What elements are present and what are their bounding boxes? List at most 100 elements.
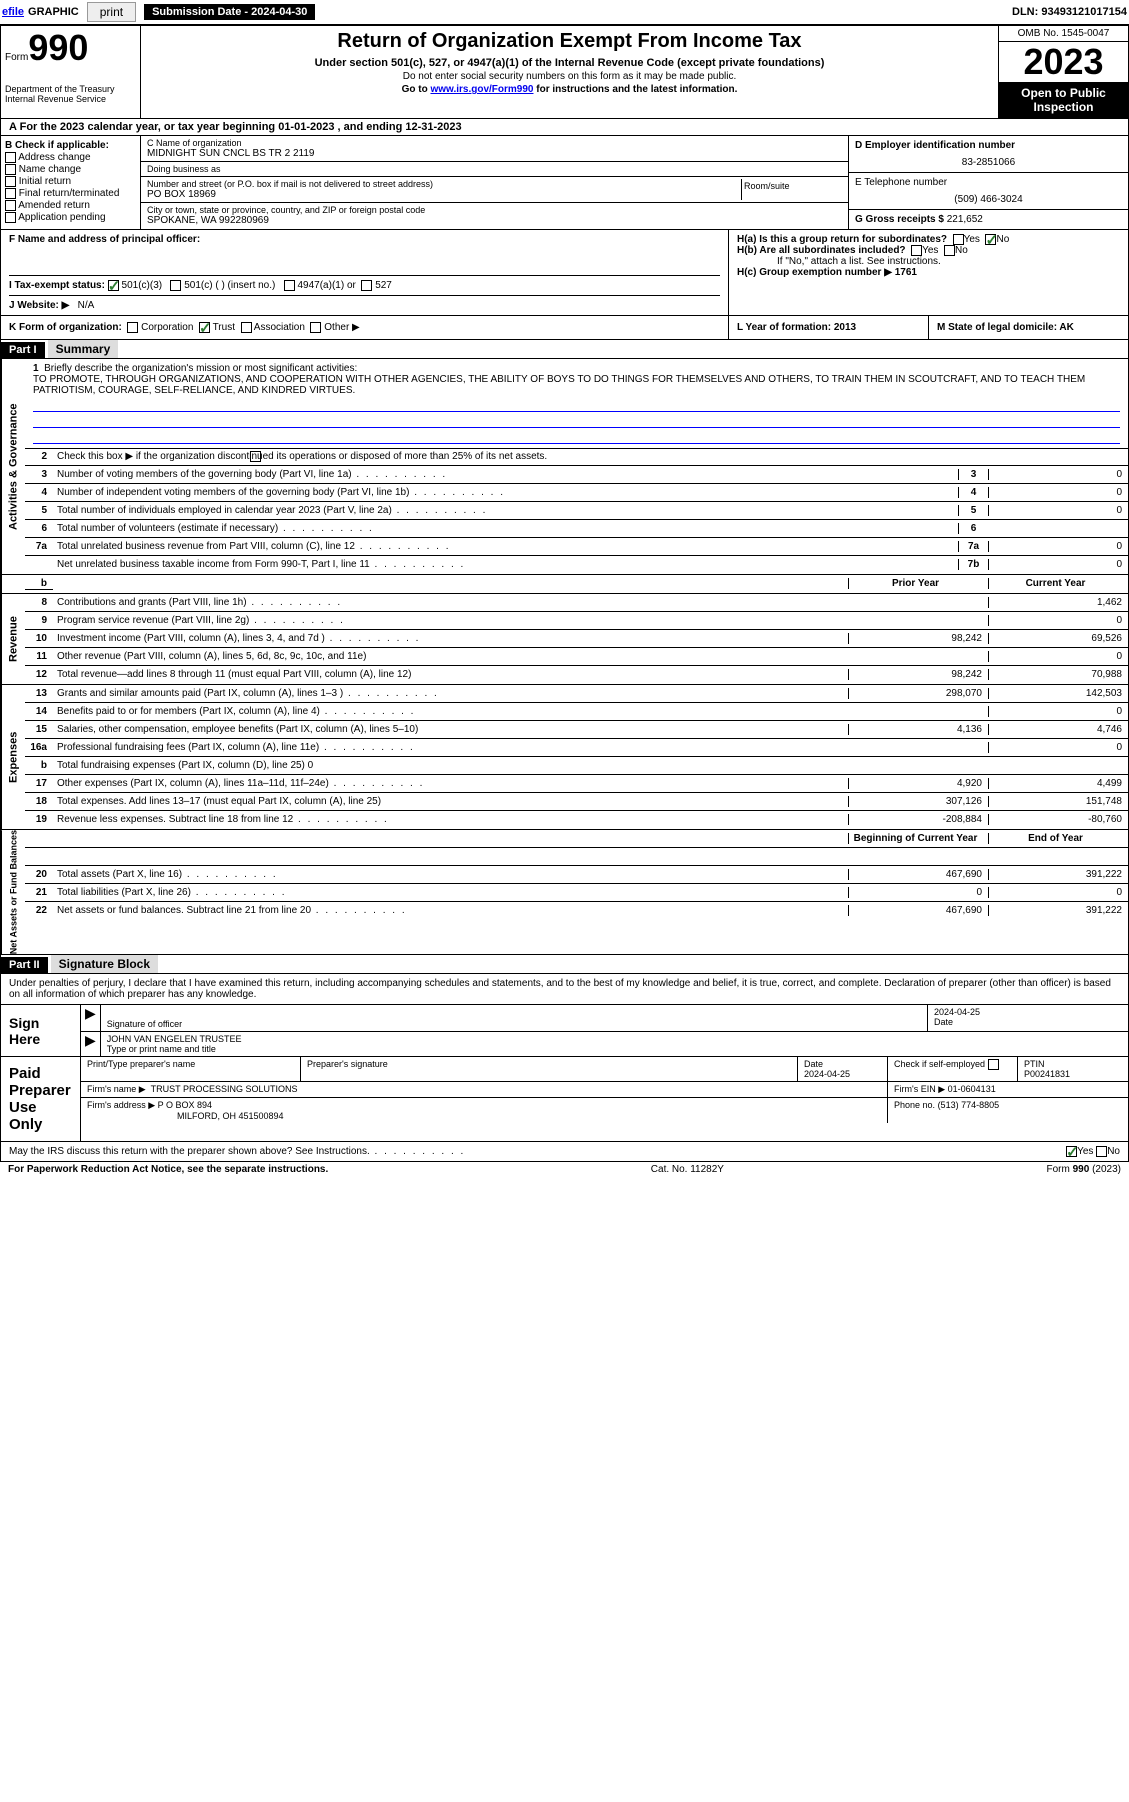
k-label: K Form of organization: [9, 322, 122, 333]
ha-yes-checkbox[interactable] [953, 234, 964, 245]
omb-number: OMB No. 1545-0047 [999, 26, 1128, 42]
addr-change-checkbox[interactable] [5, 152, 16, 163]
l8-text: Contributions and grants (Part VIII, lin… [53, 595, 848, 610]
sig-date-label: Date [934, 1017, 1122, 1027]
submission-date-label: Submission Date - 2024-04-30 [144, 4, 315, 20]
l13-curr: 142,503 [988, 688, 1128, 699]
irs-link[interactable]: www.irs.gov/Form990 [430, 84, 533, 95]
assoc-checkbox[interactable] [241, 322, 252, 333]
sig-date-val: 2024-04-25 [934, 1007, 1122, 1017]
ha-label: H(a) Is this a group return for subordin… [737, 234, 947, 245]
signature-section: Under penalties of perjury, I declare th… [0, 974, 1129, 1162]
l21-prior: 0 [848, 887, 988, 898]
efile-link[interactable]: efile [2, 6, 24, 18]
l13-prior: 298,070 [848, 688, 988, 699]
501c3-checkbox[interactable] [108, 280, 119, 291]
header-right: OMB No. 1545-0047 2023 Open to Public In… [998, 26, 1128, 118]
l12-prior: 98,242 [848, 669, 988, 680]
d-label: D Employer identification number [855, 140, 1122, 151]
part2-title: Signature Block [51, 955, 158, 973]
l2-checkbox[interactable] [250, 451, 261, 462]
governance-tab: Activities & Governance [1, 359, 25, 574]
l20-text: Total assets (Part X, line 16) [53, 867, 848, 882]
expenses-section: Expenses 13Grants and similar amounts pa… [0, 685, 1129, 830]
527-checkbox[interactable] [361, 280, 372, 291]
print-button[interactable]: print [87, 2, 136, 22]
b-label: B Check if applicable: [5, 140, 136, 151]
amended-checkbox[interactable] [5, 200, 16, 211]
part2-badge: Part II [1, 957, 48, 973]
header-sub2: Do not enter social security numbers on … [145, 71, 994, 82]
paid-preparer-label: Paid Preparer Use Only [1, 1057, 81, 1141]
l17-text: Other expenses (Part IX, column (A), lin… [53, 776, 848, 791]
4947-checkbox[interactable] [284, 280, 295, 291]
name-change-checkbox[interactable] [5, 164, 16, 175]
l12-text: Total revenue—add lines 8 through 11 (mu… [53, 667, 848, 682]
l16a-curr: 0 [988, 742, 1128, 753]
l7a-text: Total unrelated business revenue from Pa… [53, 539, 958, 554]
firm-phone: (513) 774-8805 [938, 1100, 1000, 1110]
section-b: B Check if applicable: Address change Na… [1, 136, 141, 229]
c-name-label: C Name of organization [147, 138, 842, 148]
year-header-row: bPrior YearCurrent Year [0, 575, 1129, 594]
l18-prior: 307,126 [848, 796, 988, 807]
corp-checkbox[interactable] [127, 322, 138, 333]
initial-return-checkbox[interactable] [5, 176, 16, 187]
l3-val: 0 [988, 469, 1128, 480]
hb-note: If "No," attach a list. See instructions… [737, 256, 1120, 267]
graphic-label: GRAPHIC [28, 6, 79, 18]
firm-name: TRUST PROCESSING SOLUTIONS [151, 1084, 298, 1094]
dln-label: DLN: 93493121017154 [1012, 6, 1127, 18]
final-return-checkbox[interactable] [5, 188, 16, 199]
501c-checkbox[interactable] [170, 280, 181, 291]
part2-header-row: Part II Signature Block [0, 955, 1129, 974]
hb-yes-checkbox[interactable] [911, 245, 922, 256]
m-label: M State of legal domicile: AK [937, 322, 1074, 333]
l9-text: Program service revenue (Part VIII, line… [53, 613, 848, 628]
ha-no-checkbox[interactable] [985, 234, 996, 245]
part1-title: Summary [48, 340, 119, 358]
footer-right: Form 990 (2023) [1047, 1164, 1121, 1175]
other-checkbox[interactable] [310, 322, 321, 333]
discuss-yes-checkbox[interactable] [1066, 1146, 1077, 1157]
section-klm: K Form of organization: Corporation Trus… [0, 316, 1129, 340]
info-section: B Check if applicable: Address change Na… [0, 136, 1129, 230]
f-label: F Name and address of principal officer: [9, 234, 720, 245]
l7a-val: 0 [988, 541, 1128, 552]
addr-label: Number and street (or P.O. box if mail i… [147, 179, 741, 189]
form-title: Return of Organization Exempt From Incom… [145, 30, 994, 53]
l15-curr: 4,746 [988, 724, 1128, 735]
prep-sig-label: Preparer's signature [301, 1057, 798, 1081]
l15-text: Salaries, other compensation, employee b… [53, 722, 848, 737]
tax-year: 2023 [999, 42, 1128, 82]
l14-text: Benefits paid to or for members (Part IX… [53, 704, 848, 719]
trust-checkbox[interactable] [199, 322, 210, 333]
l22-prior: 467,690 [848, 905, 988, 916]
l20-curr: 391,222 [988, 869, 1128, 880]
l17-prior: 4,920 [848, 778, 988, 789]
l3-text: Number of voting members of the governin… [53, 467, 958, 482]
mission-text: TO PROMOTE, THROUGH ORGANIZATIONS, AND C… [33, 374, 1085, 396]
hc-label: H(c) Group exemption number ▶ 1761 [737, 267, 1120, 278]
discuss-no-checkbox[interactable] [1096, 1146, 1107, 1157]
top-bar: efile GRAPHIC print Submission Date - 20… [0, 0, 1129, 25]
self-emp-checkbox[interactable] [988, 1059, 999, 1070]
tax-year-row: A For the 2023 calendar year, or tax yea… [0, 119, 1129, 136]
l4-text: Number of independent voting members of … [53, 485, 958, 500]
section-f-h: F Name and address of principal officer:… [0, 230, 1129, 316]
app-pending-checkbox[interactable] [5, 212, 16, 223]
phone-value: (509) 466-3024 [855, 194, 1122, 205]
l21-text: Total liabilities (Part X, line 26) [53, 885, 848, 900]
l7b-text: Net unrelated business taxable income fr… [53, 557, 958, 572]
room-label: Room/suite [742, 179, 842, 200]
l16b-text: Total fundraising expenses (Part IX, col… [53, 758, 848, 773]
l22-curr: 391,222 [988, 905, 1128, 916]
l16a-text: Professional fundraising fees (Part IX, … [53, 740, 848, 755]
hb-no-checkbox[interactable] [944, 245, 955, 256]
officer-name: JOHN VAN ENGELEN TRUSTEE [107, 1034, 1122, 1044]
l11-text: Other revenue (Part VIII, column (A), li… [53, 649, 848, 664]
dept-text: Department of the Treasury Internal Reve… [5, 84, 136, 104]
l4-val: 0 [988, 487, 1128, 498]
addr-value: PO BOX 18969 [147, 189, 741, 200]
firm-addr1: P O BOX 894 [158, 1100, 212, 1110]
